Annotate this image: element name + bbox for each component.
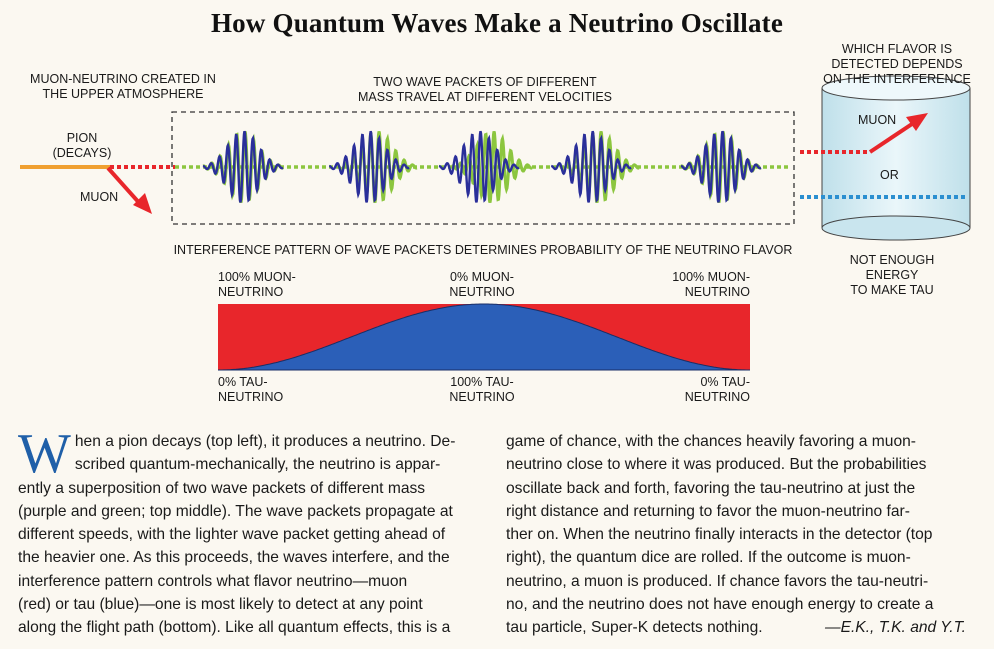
purple-wave [680,130,762,203]
detector [821,75,971,241]
label-top-left: 100% MUON- NEUTRINO [218,270,296,299]
label-top-mid: 0% MUON- NEUTRINO [449,270,515,299]
article-line: neutrino, a muon is produced. If chance … [506,572,929,590]
article-line: hen a pion decays (top left), it produce… [74,433,456,450]
label-detector-or: OR [880,168,899,182]
purple-wave [328,130,410,203]
purple-wave [550,130,632,203]
label-muon-left: MUON [80,190,119,204]
label-bot-left: 0% TAU- NEUTRINO [218,375,284,404]
label-muon-created: MUON-NEUTRINO CREATED IN THE UPPER ATMOSP… [30,72,216,101]
article-line: game of chance, with the chances heavily… [506,433,916,450]
article-line: scribed quantum-mechanically, the neutri… [74,456,441,474]
page-title: How Quantum Waves Make a Neutrino Oscill… [210,8,784,38]
detector-muon-arrowhead [906,113,928,131]
article-line: (red) or tau (blue)—one is most likely t… [18,596,423,614]
article-signature: —E.K., T.K. and Y.T. [824,619,966,637]
article-line: tau particle, Super-K detects nothing. —… [506,616,976,639]
label-two-packets: TWO WAVE PACKETS OF DIFFERENT MASS TRAVEL… [358,75,612,104]
article-line: right), the quantum dice are rolled. If … [506,549,911,567]
label-top-right: 100% MUON- NEUTRINO [672,270,750,299]
purple-wave [202,130,284,203]
muon-arrow-left [106,166,144,208]
wave-packets [202,130,762,204]
wave-packet [550,130,640,204]
article-right-column: game of chance, with the chances heavily… [506,430,976,640]
wave-packet [680,130,762,204]
article-line: different speeds, with the lighter wave … [18,526,446,544]
article-left-column: W hen a pion decays (top left), it produ… [18,423,488,640]
article-line: (purple and green; top middle). The wave… [18,502,453,520]
article-line: oscillate back and forth, favoring the t… [506,479,916,497]
label-pion: PION (DECAYS) [52,131,112,160]
label-bot-mid: 100% TAU- NEUTRINO [449,375,515,404]
article-line: neutrino close to where it was produced.… [506,456,927,474]
muon-arrowhead-left [133,193,152,214]
article-line: ther on. When the neutrino finally inter… [506,526,933,544]
label-bot-right: 0% TAU- NEUTRINO [684,375,750,404]
wave-packet [202,130,284,204]
probability-band [218,303,750,371]
article-line: right distance and returning to favor th… [506,502,910,520]
wave-packet-frame [171,111,795,225]
label-which-flavor: WHICH FLAVOR IS DETECTED DEPENDS ON THE IN… [823,42,971,86]
article-line: no, and the neutrino does not have enoug… [506,596,934,614]
article-line: ently a superposition of two wave packet… [18,479,426,497]
article-last-line: tau particle, Super-K detects nothing. [506,619,763,637]
tau-probability-region [218,303,750,371]
label-interference: INTERFERENCE PATTERN OF WAVE PACKETS DET… [173,243,793,257]
article-line: the heavier one. As this proceeds, the w… [18,549,450,567]
oscillation-diagram [20,75,971,371]
dropcap: W [18,423,71,485]
label-detector-muon: MUON [858,113,897,127]
article-line: along the flight path (bottom). Like all… [18,619,451,637]
detector-muon-arrow [868,118,920,154]
label-not-enough: NOT ENOUGH ENERGY TO MAKE TAU [849,253,935,297]
wave-packet [328,130,418,204]
article-line: interference pattern controls what flavo… [18,572,408,590]
wave-packet [438,130,533,204]
purple-wave [438,130,520,203]
